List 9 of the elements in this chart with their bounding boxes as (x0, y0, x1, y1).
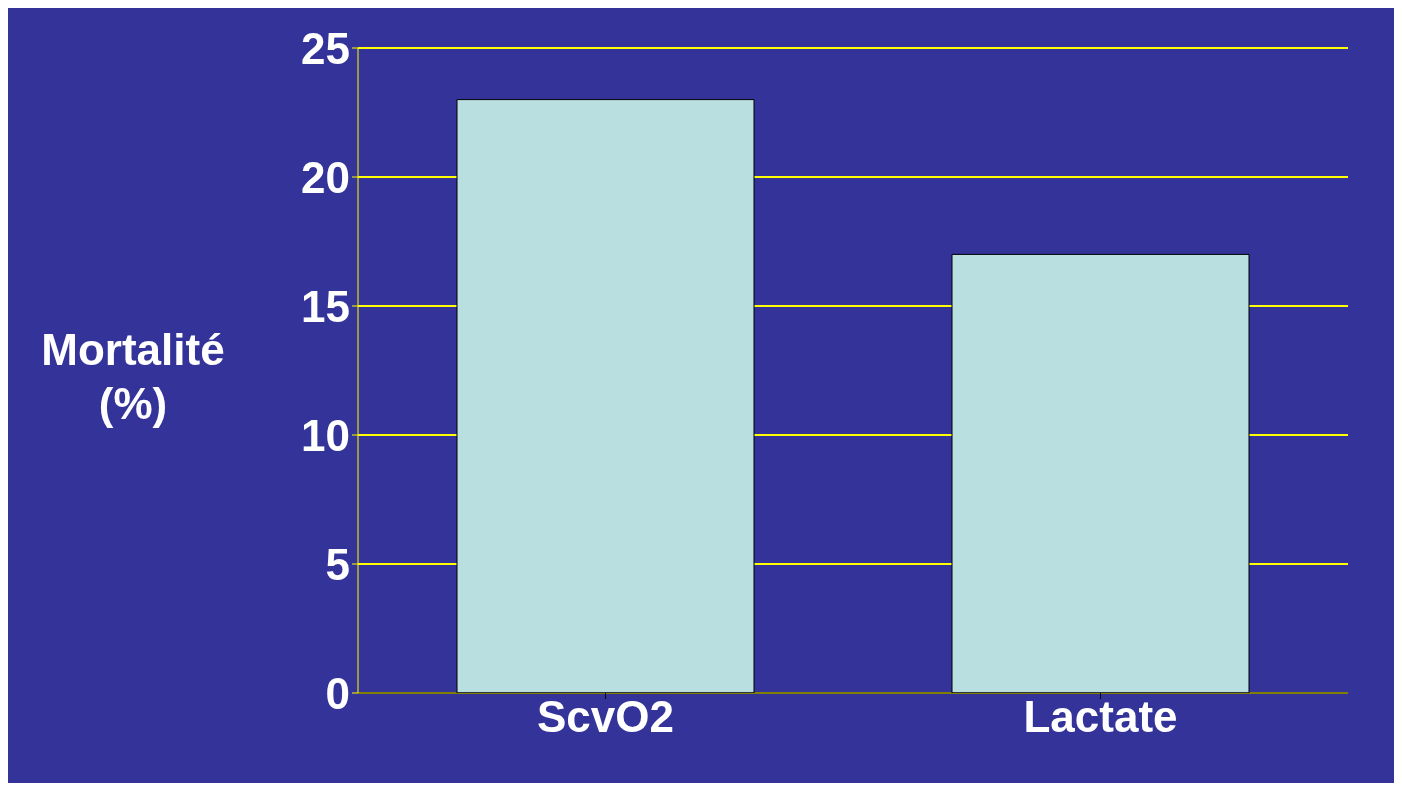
y-axis-title: Mortalité (%) (40, 324, 226, 430)
y-tick-label: 20 (301, 152, 350, 202)
y-tick-label: 5 (325, 539, 350, 589)
y-tick-label: 0 (325, 668, 350, 718)
y-tick-label: 25 (301, 23, 350, 73)
x-tick-label: Lactate (1023, 692, 1178, 742)
y-tick-label: 10 (301, 410, 350, 460)
x-tick-label: ScvO2 (537, 692, 674, 742)
y-tick-label: 15 (301, 281, 350, 331)
